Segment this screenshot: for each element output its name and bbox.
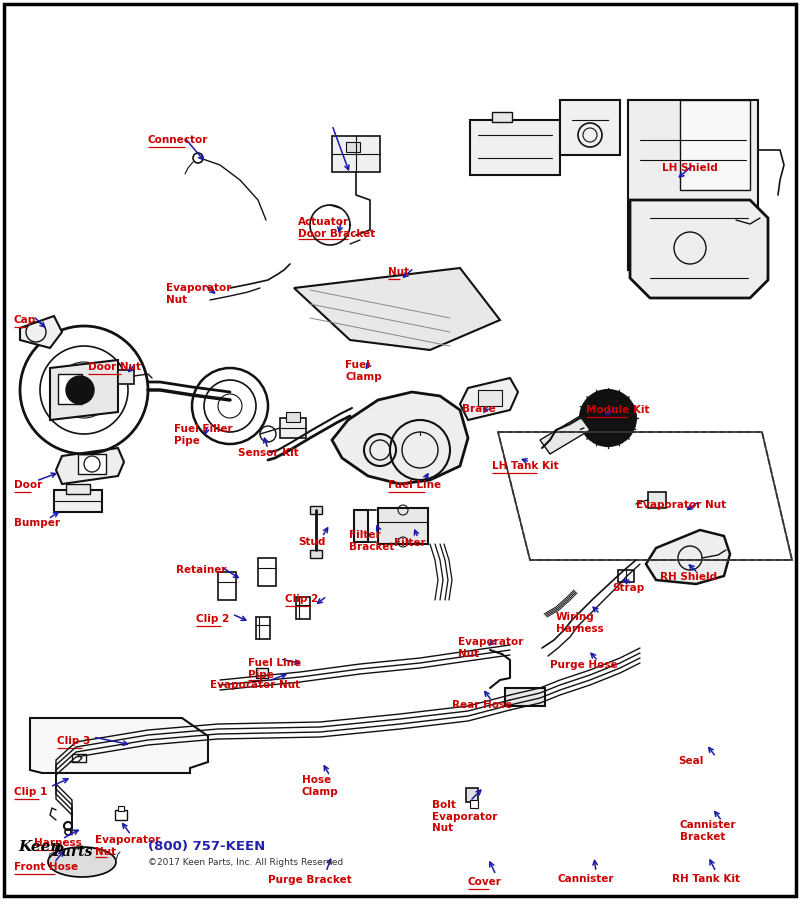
Text: ©2017 Keen Parts, Inc. All Rights Reserved: ©2017 Keen Parts, Inc. All Rights Reserv… — [148, 858, 343, 867]
Text: Retainer: Retainer — [176, 565, 226, 575]
Text: Harness: Harness — [34, 838, 82, 848]
Text: Stud: Stud — [298, 537, 326, 547]
Text: Clip 2: Clip 2 — [196, 614, 230, 624]
Text: Evaporator
Nut: Evaporator Nut — [95, 835, 160, 857]
Text: Front Hose: Front Hose — [14, 862, 78, 872]
Bar — [286, 412, 300, 422]
Text: Evaporator
Nut: Evaporator Nut — [166, 283, 231, 304]
Bar — [66, 484, 90, 494]
Bar — [54, 490, 102, 512]
Bar — [118, 370, 134, 384]
Bar — [332, 136, 380, 172]
Bar — [310, 506, 322, 514]
Text: Connector: Connector — [148, 135, 208, 145]
Text: Wiring
Harness: Wiring Harness — [556, 612, 604, 634]
Text: Hose
Clamp: Hose Clamp — [302, 775, 338, 796]
Text: RH Tank Kit: RH Tank Kit — [672, 874, 740, 884]
Text: Strap: Strap — [612, 583, 644, 593]
Polygon shape — [294, 268, 500, 350]
Text: Evaporator Nut: Evaporator Nut — [210, 680, 300, 690]
Text: Brace: Brace — [462, 404, 496, 414]
Bar — [256, 668, 268, 678]
Text: Clip 1: Clip 1 — [14, 787, 47, 797]
Text: Fuel Filler
Pipe: Fuel Filler Pipe — [174, 424, 233, 446]
Text: Module Kit: Module Kit — [586, 405, 650, 415]
Polygon shape — [460, 378, 518, 420]
Bar — [218, 572, 236, 600]
Text: Cannister: Cannister — [558, 874, 614, 884]
Bar — [258, 558, 276, 586]
Text: Rear Hose: Rear Hose — [452, 700, 512, 710]
Text: Evaporator Nut: Evaporator Nut — [636, 500, 726, 510]
Bar — [560, 100, 620, 155]
Text: Fuel Line
Pipe: Fuel Line Pipe — [248, 658, 301, 680]
Polygon shape — [50, 360, 118, 420]
Text: Parts: Parts — [52, 845, 92, 859]
Text: Evaporator
Nut: Evaporator Nut — [458, 637, 523, 659]
Text: Bolt
Evaporator
Nut: Bolt Evaporator Nut — [432, 800, 498, 833]
Polygon shape — [680, 100, 750, 190]
Bar — [280, 418, 306, 438]
Text: Actuator
Door Bracket: Actuator Door Bracket — [298, 217, 375, 239]
Text: Clip 2: Clip 2 — [285, 594, 318, 604]
Ellipse shape — [48, 847, 116, 877]
Text: Cover: Cover — [468, 877, 502, 887]
Bar — [310, 550, 322, 558]
Text: Fuel
Clamp: Fuel Clamp — [345, 360, 382, 382]
Bar — [466, 788, 478, 802]
Bar — [354, 510, 368, 542]
Text: Nut: Nut — [388, 267, 409, 277]
Bar — [296, 597, 310, 619]
Polygon shape — [378, 508, 428, 544]
Text: Bumper: Bumper — [14, 518, 60, 528]
Bar — [78, 454, 106, 474]
Polygon shape — [646, 530, 730, 584]
Circle shape — [580, 390, 636, 446]
Bar — [58, 374, 82, 404]
Bar — [492, 112, 512, 122]
Bar — [346, 142, 360, 152]
Text: Purge Bracket: Purge Bracket — [268, 875, 352, 885]
Text: RH Shield: RH Shield — [660, 572, 717, 582]
Text: LH Shield: LH Shield — [662, 163, 718, 173]
Text: Seal: Seal — [678, 756, 703, 766]
Bar — [118, 806, 124, 811]
Polygon shape — [505, 688, 545, 706]
Bar — [115, 810, 127, 820]
Bar — [618, 570, 634, 582]
Text: Filter: Filter — [394, 538, 426, 548]
Polygon shape — [470, 120, 560, 175]
Polygon shape — [332, 392, 468, 484]
Polygon shape — [30, 718, 208, 773]
Bar — [648, 492, 666, 508]
Text: Door: Door — [14, 480, 42, 490]
Polygon shape — [630, 200, 768, 298]
Text: Cannister
Bracket: Cannister Bracket — [680, 820, 737, 842]
Text: Filter
Bracket: Filter Bracket — [349, 530, 394, 552]
Bar — [478, 390, 502, 406]
Bar — [72, 754, 86, 762]
Text: Door Nut: Door Nut — [88, 362, 141, 372]
Text: Clip 3: Clip 3 — [57, 736, 90, 746]
Bar — [256, 617, 270, 639]
Polygon shape — [20, 316, 62, 348]
Polygon shape — [540, 416, 590, 454]
Text: Sensor Kit: Sensor Kit — [238, 448, 298, 458]
Polygon shape — [56, 448, 124, 484]
Text: LH Tank Kit: LH Tank Kit — [492, 461, 558, 471]
Text: Fuel Line: Fuel Line — [388, 480, 441, 490]
Text: Keen: Keen — [18, 840, 62, 854]
Bar — [470, 800, 478, 808]
Text: Purge Hose: Purge Hose — [550, 660, 618, 670]
Text: (800) 757-KEEN: (800) 757-KEEN — [148, 840, 266, 853]
Text: Cap: Cap — [14, 315, 36, 325]
Circle shape — [66, 376, 94, 404]
Polygon shape — [628, 100, 758, 270]
